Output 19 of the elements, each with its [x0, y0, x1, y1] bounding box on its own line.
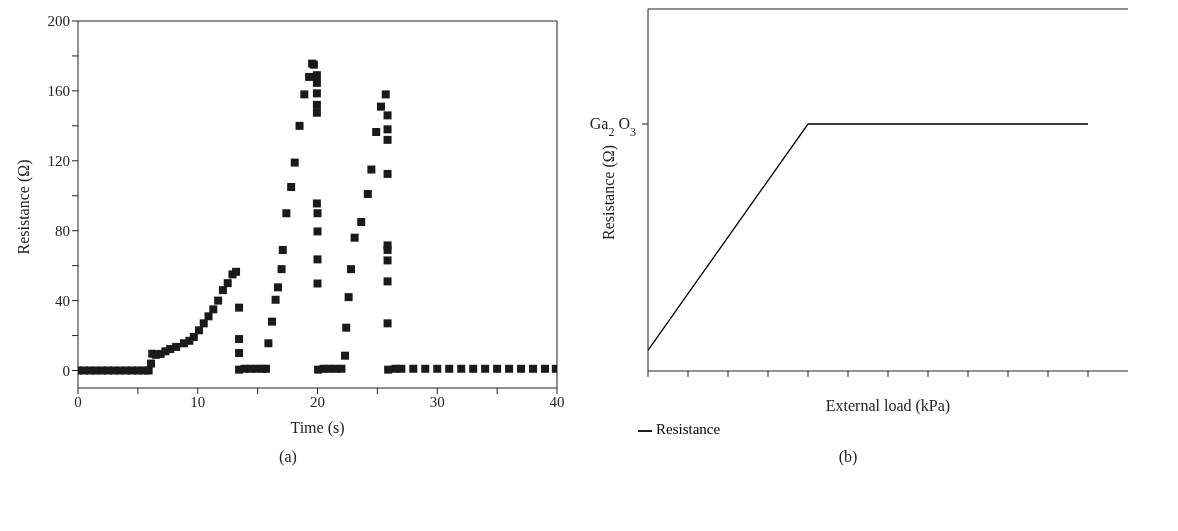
y-tick-label: 160 [47, 83, 70, 100]
text: Ga$_{2}$O$_{3}$ [589, 115, 636, 139]
y-tick-label: 40 [55, 292, 70, 309]
x-tick-label: 10 [190, 393, 206, 410]
x-axis-title: Time (s) [290, 419, 345, 437]
text: (a) [279, 448, 297, 466]
y-tick-label: 80 [55, 223, 70, 240]
y-tick-label: 0 [62, 362, 70, 379]
y-axis-title: Resistance (Ω) [599, 145, 618, 240]
legend-label: Resistance [656, 421, 721, 437]
y-tick-label: 200 [47, 13, 70, 30]
x-tick-label: 40 [549, 393, 565, 410]
x-tick-label: 0 [74, 393, 82, 410]
x-axis-title: External load (kPa) [825, 397, 951, 415]
text: (b) [838, 448, 858, 466]
y-tick-label: 120 [47, 153, 70, 170]
x-tick-label: 20 [310, 393, 325, 410]
x-tick-label: 30 [429, 393, 445, 410]
y-axis-title: Resistance (Ω) [14, 159, 33, 255]
